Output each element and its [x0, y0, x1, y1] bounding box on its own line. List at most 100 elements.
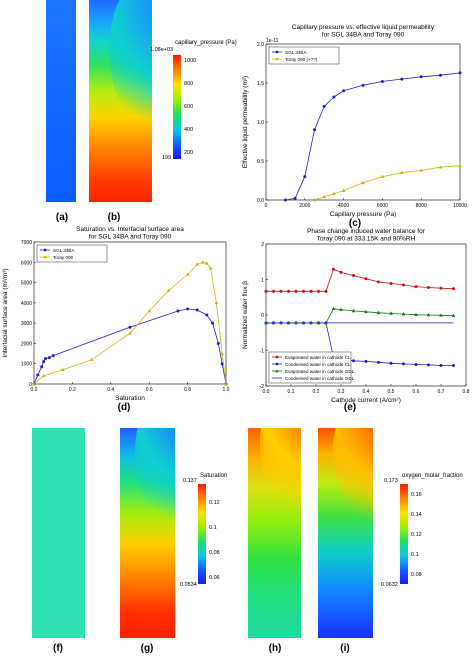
series-line [33, 261, 227, 385]
data-point [376, 310, 381, 315]
y-axis-label: Effective liquid permeability (m²) [242, 76, 249, 168]
data-point [166, 288, 171, 292]
data-point [419, 75, 423, 79]
colorbar-pressure-max: 1.08e+03 [150, 47, 174, 53]
x-tick-label: 10000 [453, 203, 467, 209]
data-point [51, 354, 55, 358]
data-point [414, 285, 418, 289]
x-tick-label: 0.4 [107, 387, 114, 393]
colorbar-pressure-tick: 200 [184, 150, 194, 156]
y-tick-label: 0.5 [257, 159, 264, 165]
y-tick-label: 1.5 [257, 81, 264, 87]
data-point [438, 165, 443, 169]
data-point [47, 356, 51, 360]
panel-label-e: (e) [343, 402, 357, 413]
legend-box [268, 46, 340, 65]
y-tick-label: 0 [261, 313, 264, 319]
x-tick-label: 8000 [416, 203, 427, 209]
data-point [147, 308, 151, 313]
image-a-uniform-field [46, 0, 76, 202]
legend-marker [43, 248, 47, 252]
data-point [313, 128, 316, 132]
colorbar-saturation-tick: 0.06 [209, 575, 220, 581]
colorbar-pressure-tick: 1000 [184, 58, 197, 64]
colorbar-oxygen-tick: 0.08 [411, 572, 422, 578]
y-tick-label: 5000 [21, 281, 32, 287]
chart-title: Toray 090 at 333.15K and 90%RH [317, 236, 416, 243]
data-point [332, 267, 335, 271]
data-point [324, 289, 328, 293]
data-point [279, 289, 283, 293]
x-tick-label: 0.5 [388, 389, 395, 395]
data-point [439, 313, 443, 317]
data-point [402, 283, 405, 287]
data-point [439, 363, 443, 367]
x-tick-label: 2000 [299, 203, 310, 209]
x-tick-label: 0.0 [263, 389, 270, 395]
image-f-uniform-field [32, 428, 85, 638]
chart-title: Phase change induced water balance for [307, 228, 426, 235]
data-point [419, 168, 423, 172]
colorbar-saturation-title: Saturation [200, 473, 228, 479]
y-axis-label: Normalized water flux β [242, 281, 249, 349]
legend-label: SGL 34BA [53, 248, 75, 253]
legend-marker [275, 362, 279, 366]
colorbar-saturation-tick: 0.1 [209, 525, 217, 531]
colorbar-pressure-title: capillary_pressure (Pa) [175, 40, 237, 46]
panel-label-h: (h) [268, 643, 282, 654]
colorbar-oxygen-title: oxygen_molar_fraction [402, 473, 463, 479]
data-point [339, 270, 343, 274]
data-point [452, 287, 455, 291]
chart-c-permeability: Capillary pressure vs. effective liquid … [242, 24, 467, 218]
x-axis-label: Capillary pressure (Pa) [330, 211, 396, 218]
series-line [33, 308, 227, 385]
data-point [400, 170, 404, 174]
data-point [128, 331, 132, 335]
series-line [285, 72, 461, 201]
legend-label: Evaporated water in cathode CL [285, 355, 351, 360]
data-point [402, 362, 405, 366]
data-point [186, 307, 190, 311]
legend-label: SGL 34BA [285, 50, 307, 55]
data-point [332, 191, 336, 196]
panel-label-i: (i) [340, 643, 350, 654]
colorbar-oxygen [400, 484, 408, 584]
data-point [293, 196, 297, 200]
data-point [426, 313, 431, 317]
data-point [220, 351, 224, 355]
panel-label-b: (b) [107, 212, 121, 223]
data-point [36, 373, 40, 377]
y-tick-label: 1.0 [257, 120, 264, 126]
legend-label: Condensed water in cathode GDL [285, 376, 355, 381]
colorbar-saturation-tick: 0.12 [209, 500, 220, 506]
chart-e-water-balance: Phase change induced water balance forTo… [242, 228, 470, 404]
data-point [176, 309, 180, 313]
chart-title: for SGL 34BA and Toray 090 [322, 32, 405, 39]
series-line [314, 165, 461, 201]
x-tick-label: 0.8 [184, 387, 191, 393]
x-tick-label: 0.8 [463, 389, 470, 395]
data-point [294, 289, 298, 293]
data-point [42, 360, 46, 364]
y-tick-label: 0.0 [257, 198, 264, 204]
data-point [309, 289, 313, 293]
chart-title: Saturation vs. Interfacial surface area [76, 226, 184, 233]
data-point [303, 175, 307, 179]
data-point [302, 289, 305, 293]
data-point [201, 260, 205, 264]
x-tick-label: 0 [265, 203, 268, 209]
x-tick-label: 0.0 [31, 387, 38, 393]
image-h-oxygen-field [248, 428, 301, 638]
x-tick-label: 4000 [338, 203, 349, 209]
data-point [364, 309, 368, 314]
panel-label-a: (a) [55, 212, 69, 223]
data-point [61, 367, 65, 372]
legend-marker [275, 355, 279, 359]
data-point [389, 281, 393, 285]
data-point [322, 104, 326, 108]
data-point [214, 300, 219, 305]
data-point [364, 359, 368, 363]
colorbar-pressure-min: 199 [162, 155, 172, 161]
data-point [312, 198, 317, 202]
y-tick-label: 0 [29, 382, 32, 388]
